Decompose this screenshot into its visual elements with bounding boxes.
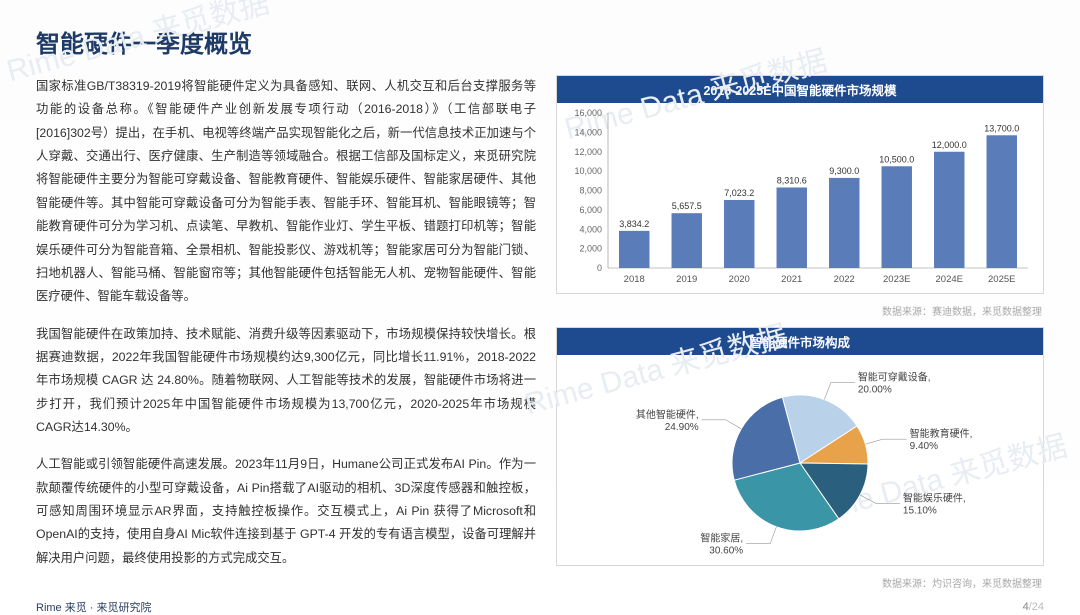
svg-text:3,834.2: 3,834.2	[619, 219, 649, 229]
pie-chart-box: 智能硬件市场构成 智能可穿戴设备,20.00% 智能教育硬件,9.40% 智能娱乐硬…	[556, 327, 1044, 566]
paragraph-3: 人工智能或引领智能硬件高速发展。2023年11月9日，Humane公司正式发布A…	[36, 453, 536, 570]
svg-text:14,000: 14,000	[574, 127, 602, 137]
svg-text:2018: 2018	[624, 274, 645, 285]
footer: Rime 来觅 · 来觅研究院 4/24	[36, 593, 1044, 615]
svg-text:6,000: 6,000	[579, 205, 602, 215]
svg-text:9,300.0: 9,300.0	[829, 166, 859, 176]
svg-text:其他智能硬件,: 其他智能硬件,	[636, 408, 699, 421]
svg-text:30.60%: 30.60%	[709, 546, 743, 557]
svg-text:9.40%: 9.40%	[910, 441, 938, 452]
page-number: 4/24	[1023, 601, 1044, 613]
content-area: 国家标准GB/T38319-2019将智能硬件定义为具备感知、联网、人机交互和后…	[36, 75, 1044, 593]
svg-text:12,000: 12,000	[574, 147, 602, 157]
svg-text:4,000: 4,000	[579, 224, 602, 234]
paragraph-2: 我国智能硬件在政策加持、技术赋能、消费升级等因素驱动下，市场规模保持较快增长。根…	[36, 323, 536, 440]
paragraph-1: 国家标准GB/T38319-2019将智能硬件定义为具备感知、联网、人机交互和后…	[36, 75, 536, 309]
svg-text:7,023.2: 7,023.2	[724, 188, 754, 198]
svg-text:智能家居,: 智能家居,	[700, 532, 743, 545]
svg-text:8,310.6: 8,310.6	[777, 175, 807, 185]
svg-text:20.00%: 20.00%	[858, 385, 892, 396]
pie-chart-source: 数据来源：灼识咨询，来觅数据整理	[556, 572, 1044, 593]
pie-chart-title: 智能硬件市场构成	[557, 328, 1043, 355]
pie-chart-svg: 智能可穿戴设备,20.00% 智能教育硬件,9.40% 智能娱乐硬件,15.10% 智…	[557, 355, 1043, 565]
svg-text:12,000.0: 12,000.0	[932, 140, 967, 150]
svg-text:2023E: 2023E	[883, 274, 910, 285]
svg-text:10,000: 10,000	[574, 166, 602, 176]
svg-text:2025E: 2025E	[988, 274, 1015, 285]
bar-chart-title: 2018-2025E中国智能硬件市场规模	[557, 76, 1043, 103]
bar-chart-svg: 0 2,000 4,000 6,000 8,000 10,000 12,000 14,000 1…	[557, 103, 1043, 293]
svg-text:8,000: 8,000	[579, 186, 602, 196]
bar-chart-source: 数据来源：赛迪数据，来觅数据整理	[556, 300, 1044, 321]
svg-text:2020: 2020	[729, 274, 750, 285]
svg-text:5,657.5: 5,657.5	[672, 201, 702, 211]
svg-text:2019: 2019	[676, 274, 697, 285]
text-column: 国家标准GB/T38319-2019将智能硬件定义为具备感知、联网、人机交互和后…	[36, 75, 536, 593]
svg-text:0: 0	[597, 263, 602, 273]
footer-brand: Rime 来觅 · 来觅研究院	[36, 599, 152, 615]
svg-text:13,700.0: 13,700.0	[984, 123, 1019, 133]
svg-text:2022: 2022	[834, 274, 855, 285]
charts-column: 2018-2025E中国智能硬件市场规模 0 2,000 4,000 6,000 8,0…	[556, 75, 1044, 593]
page-title: 智能硬件一季度概览	[36, 24, 1044, 59]
svg-text:智能可穿戴设备,: 智能可穿戴设备,	[858, 371, 931, 384]
svg-text:2024E: 2024E	[936, 274, 963, 285]
svg-text:智能娱乐硬件,: 智能娱乐硬件,	[903, 491, 966, 504]
svg-text:2021: 2021	[781, 274, 802, 285]
svg-text:24.90%: 24.90%	[665, 422, 699, 433]
svg-text:16,000: 16,000	[574, 108, 602, 118]
svg-text:10,500.0: 10,500.0	[879, 154, 914, 164]
svg-text:2,000: 2,000	[579, 244, 602, 254]
svg-text:15.10%: 15.10%	[903, 505, 937, 516]
bar-chart-box: 2018-2025E中国智能硬件市场规模 0 2,000 4,000 6,000 8,0…	[556, 75, 1044, 294]
svg-text:智能教育硬件,: 智能教育硬件,	[910, 427, 973, 440]
